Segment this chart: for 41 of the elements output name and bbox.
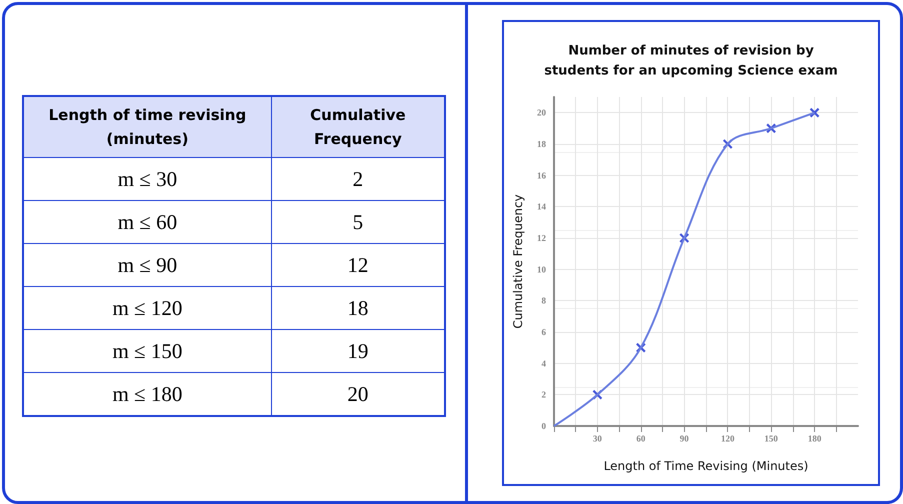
y-tick-label: 14: [537, 202, 546, 212]
text: 19: [271, 330, 445, 372]
point: [592, 390, 603, 400]
y-tick-label: 4: [542, 358, 546, 368]
y-tick-label: 6: [542, 327, 546, 337]
y-tick-label: 20: [537, 108, 546, 118]
text: Length of time revising (minutes): [23, 96, 272, 158]
y-tick-label: 2: [542, 390, 546, 400]
text: 12: [271, 244, 445, 286]
point: [636, 342, 646, 353]
y-axis-title: Cumulative Frequency: [511, 194, 525, 329]
text: 2: [271, 158, 445, 200]
text: m ≤ 120: [23, 286, 272, 330]
x-tick-label: 150: [764, 434, 778, 444]
x-tick-label: 180: [808, 434, 822, 444]
x-axis-title: Length of Time Revising (Minutes): [604, 459, 808, 473]
y-tick-label: 18: [537, 139, 546, 149]
y-tick-label: 0: [542, 421, 546, 431]
point: [722, 138, 733, 150]
text: 18: [271, 286, 445, 330]
x-tick-label: 90: [680, 434, 690, 444]
point: [809, 108, 820, 118]
text: 20: [271, 372, 445, 416]
line-series: [553, 112, 816, 427]
chart-title: Number of minutes of revision by students for an upcoming Science exam: [544, 44, 838, 78]
y-tick-label: 10: [537, 264, 546, 274]
x-tick-label: 60: [636, 434, 646, 444]
text: m ≤ 90: [23, 244, 272, 286]
point: [679, 232, 690, 244]
text: m ≤ 180: [23, 372, 272, 416]
text: Cumulative Frequency: [271, 96, 445, 158]
text: m ≤ 60: [23, 200, 272, 244]
x-tick-label: 120: [720, 434, 735, 444]
text: m ≤ 30: [23, 158, 272, 200]
y-tick-label: 12: [537, 233, 546, 243]
point: [766, 123, 776, 134]
y-tick-label: 8: [542, 296, 546, 306]
x-tick-label: 30: [592, 434, 602, 444]
text: 5: [271, 200, 445, 244]
text: m ≤ 150: [23, 330, 272, 372]
y-tick-label: 16: [537, 170, 546, 180]
